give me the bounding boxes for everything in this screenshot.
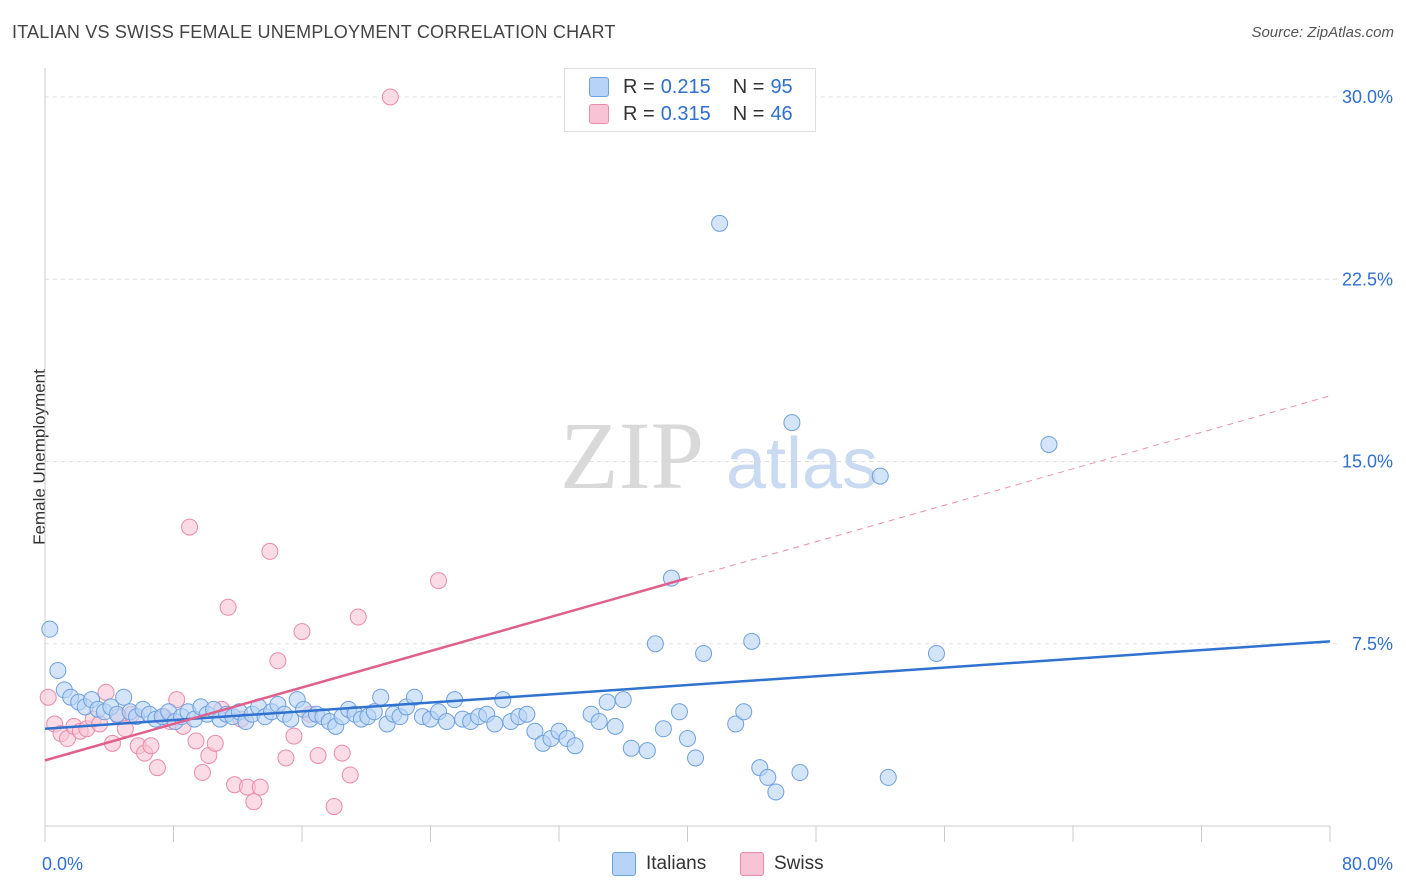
- swiss-point: [261, 542, 279, 560]
- swiss-point: [381, 88, 399, 106]
- italians-point: [115, 688, 133, 706]
- italians-point: [791, 764, 809, 782]
- italians-point: [622, 739, 640, 757]
- swiss-point: [187, 732, 205, 750]
- italians-point: [372, 688, 390, 706]
- italians-point: [743, 632, 761, 650]
- n-value: 46: [770, 102, 793, 125]
- y-tick-label: 15.0%: [1342, 452, 1393, 472]
- swiss-point: [193, 764, 211, 782]
- swiss-trend-line: [44, 576, 688, 762]
- swiss-point: [97, 683, 115, 701]
- italians-point: [1040, 435, 1058, 453]
- italians-legend-label: Italians: [646, 853, 707, 874]
- swiss-swatch: [589, 104, 609, 124]
- italians-point: [695, 644, 713, 662]
- italians-point: [590, 713, 608, 731]
- swiss-point: [333, 744, 351, 762]
- swiss-point: [39, 688, 57, 706]
- italians-point: [927, 644, 945, 662]
- swiss-point: [293, 623, 311, 641]
- watermark-zip: ZIP: [560, 402, 704, 509]
- italians-trend-line: [44, 640, 1331, 731]
- n-label: N =: [732, 102, 765, 125]
- italians-point: [614, 691, 632, 709]
- italians-point: [759, 768, 777, 786]
- italians-point: [438, 713, 456, 731]
- swiss-point: [168, 691, 186, 709]
- swiss-point: [430, 572, 448, 590]
- swiss-point: [285, 727, 303, 745]
- swiss-point: [277, 749, 295, 767]
- swiss-legend-label: Swiss: [774, 853, 824, 874]
- swiss-point: [309, 747, 327, 765]
- legend-item-swiss[interactable]: Swiss: [740, 852, 824, 876]
- r-label: R =: [623, 102, 655, 125]
- swiss-point: [219, 598, 237, 616]
- trend-lines: [44, 395, 1331, 762]
- legend-row-italians: R = 0.215 N = 95: [589, 75, 793, 99]
- italians-point: [687, 749, 705, 767]
- y-tick-label: 30.0%: [1342, 87, 1393, 107]
- italians-point: [606, 717, 624, 735]
- italians-point: [727, 715, 745, 733]
- italians-point: [735, 703, 753, 721]
- italians-point: [405, 688, 423, 706]
- chart-title: ITALIAN VS SWISS FEMALE UNEMPLOYMENT COR…: [12, 22, 616, 42]
- swiss-legend-swatch: [740, 852, 764, 876]
- n-value: 95: [770, 75, 793, 98]
- italians-swatch: [589, 77, 609, 97]
- italians-point: [526, 722, 544, 740]
- italians-point: [518, 705, 536, 723]
- italians-point: [49, 661, 67, 679]
- r-value: 0.315: [660, 102, 711, 125]
- legend-row-swiss: R = 0.315 N = 46: [589, 102, 793, 126]
- swiss-point: [325, 798, 343, 816]
- italians-point: [679, 730, 696, 748]
- y-tick-label: 7.5%: [1352, 634, 1393, 654]
- italians-point: [41, 620, 59, 638]
- swiss-point: [206, 734, 224, 752]
- italians-point: [767, 783, 785, 801]
- italians-point: [494, 691, 512, 709]
- swiss-point: [181, 518, 199, 536]
- italians-legend-swatch: [612, 852, 636, 876]
- swiss-point: [148, 759, 166, 777]
- italians-point: [871, 467, 889, 485]
- italians-point: [783, 414, 801, 432]
- x-tick-labels: 0.0% 80.0%: [42, 854, 1393, 874]
- swiss-point: [142, 737, 160, 755]
- y-tick-label: 22.5%: [1342, 269, 1393, 289]
- x-tick-label-max: 80.0%: [1342, 854, 1393, 874]
- gridlines: [45, 96, 1340, 645]
- italians-point: [598, 693, 616, 711]
- italians-point: [486, 715, 504, 733]
- swiss-point: [251, 778, 269, 796]
- swiss-point: [245, 793, 263, 811]
- swiss-point: [269, 652, 287, 670]
- italians-point: [654, 720, 672, 738]
- italians-point: [646, 635, 664, 653]
- y-tick-labels: 7.5% 15.0% 22.5% 30.0%: [1342, 87, 1393, 654]
- italians-point: [638, 742, 656, 760]
- italians-points: [41, 214, 1058, 801]
- correlation-legend: R = 0.215 N = 95 R = 0.315 N = 46: [564, 68, 816, 132]
- r-value: 0.215: [660, 75, 711, 98]
- italians-point: [711, 214, 729, 232]
- legend-item-italians[interactable]: Italians: [612, 852, 706, 876]
- italians-point: [566, 737, 584, 755]
- swiss-trend-extension: [687, 395, 1331, 579]
- swiss-point: [341, 766, 359, 784]
- x-tick-label-min: 0.0%: [42, 854, 83, 874]
- italians-point: [879, 768, 897, 786]
- watermark: ZIP atlas: [560, 402, 878, 509]
- source-label: Source: ZipAtlas.com: [1251, 24, 1394, 41]
- italians-point: [670, 703, 688, 721]
- n-label: N =: [732, 75, 765, 98]
- r-label: R =: [623, 75, 655, 98]
- swiss-point: [349, 608, 367, 626]
- watermark-atlas: atlas: [726, 424, 878, 504]
